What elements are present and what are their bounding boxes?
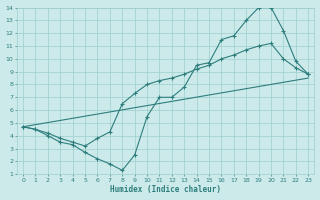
X-axis label: Humidex (Indice chaleur): Humidex (Indice chaleur)	[110, 185, 221, 194]
